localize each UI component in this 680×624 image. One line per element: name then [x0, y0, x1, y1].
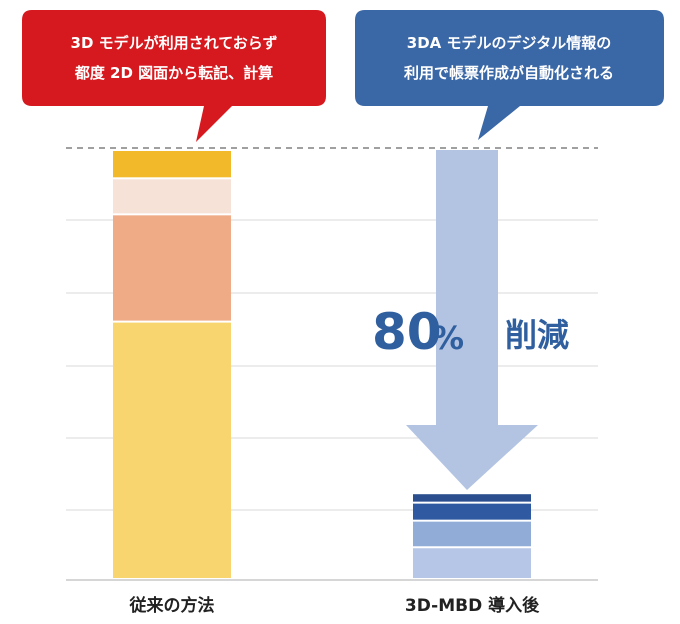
- bar-segment-1-0: [413, 548, 531, 578]
- bar-segment-0-1: [113, 215, 231, 321]
- reduction-number: 80: [372, 303, 442, 361]
- callout-right-bubble: [355, 10, 664, 140]
- bar-segment-1-1: [413, 521, 531, 547]
- callout-left-line1: 3D モデルが利用されておらず: [71, 34, 278, 52]
- bar-segment-0-0: [113, 322, 231, 578]
- bar-segment-1-3: [413, 494, 531, 502]
- bar-segment-0-2: [113, 179, 231, 214]
- category-label-conventional: 従来の方法: [129, 595, 215, 616]
- callout-left-line2: 都度 2D 図面から転記、計算: [74, 64, 273, 82]
- bar-segment-0-3: [113, 151, 231, 178]
- bars: [113, 151, 531, 578]
- category-label-mbd: 3D-MBD 導入後: [405, 595, 540, 616]
- reduction-arrow: [406, 150, 538, 490]
- callout-right-line1: 3DA モデルのデジタル情報の: [407, 34, 611, 52]
- reduction-percent-sign: %: [432, 319, 464, 357]
- callout-left-bubble: [22, 10, 326, 142]
- callout-right-line2: 利用で帳票作成が自動化される: [404, 64, 614, 82]
- bar-segment-1-2: [413, 503, 531, 520]
- reduction-word: 削減: [505, 316, 569, 354]
